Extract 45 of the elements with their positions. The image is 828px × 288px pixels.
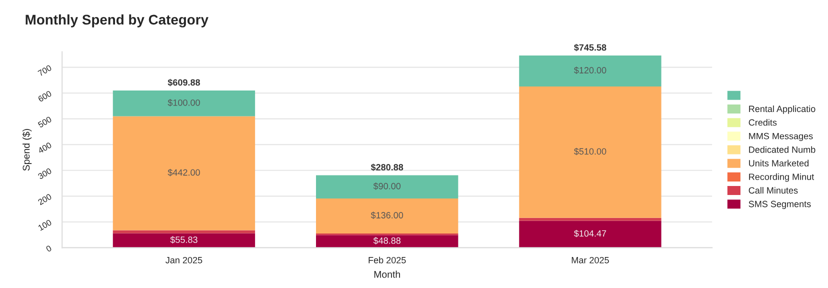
data-label: $120.00 [574, 66, 606, 74]
total-label: $745.58 [574, 44, 606, 52]
legend-label: Rental Applicatio [749, 105, 816, 114]
data-label: $90.00 [373, 182, 401, 190]
data-label: $442.00 [168, 168, 200, 176]
bar [519, 220, 662, 248]
legend-label: SMS Segments [748, 200, 811, 209]
legend-label: MMS Messages [749, 132, 813, 142]
legend-label: Recording Minut [749, 173, 814, 182]
y-tick-label: 100 [38, 219, 52, 231]
x-tick-label: Feb 2025 [368, 256, 406, 264]
bar [112, 90, 256, 116]
total-label: $609.88 [168, 78, 200, 86]
y-tick-label: 700 [38, 64, 52, 76]
legend-label: Call Minutes [748, 186, 798, 194]
data-label: $48.88 [373, 237, 401, 244]
x-axis-title: Month [374, 270, 400, 278]
bar [112, 116, 256, 230]
bar [519, 218, 662, 221]
data-label: $55.83 [170, 236, 198, 244]
bar [316, 198, 458, 234]
bar [519, 56, 662, 86]
data-label: $136.00 [370, 212, 404, 219]
y-tick-label: 200 [38, 193, 52, 206]
bar [519, 86, 662, 218]
y-tick-label: 0 [46, 245, 52, 252]
total-label: $280.88 [370, 164, 404, 172]
bar [112, 230, 256, 234]
legend-label: Credits [748, 119, 777, 126]
y-axis-title: Spend ($) [22, 129, 32, 171]
chart-title: Monthly Spend by Category [26, 14, 208, 28]
y-tick-label: 600 [38, 90, 52, 102]
data-label: $104.47 [574, 230, 606, 238]
x-tick-label: Jan 2025 [166, 256, 202, 264]
data-label: $100.00 [168, 99, 200, 106]
x-tick-label: Mar 2025 [572, 256, 609, 264]
y-tick-label: 500 [38, 116, 52, 128]
y-tick-label: 300 [38, 168, 52, 180]
bar [316, 175, 458, 198]
legend-label: Units Marketed [749, 160, 808, 166]
y-tick-label: 400 [37, 142, 52, 154]
bar [112, 233, 256, 248]
bar [316, 235, 458, 248]
legend-label: Dedicated Numb [749, 146, 816, 153]
data-label: $510.00 [574, 148, 606, 156]
